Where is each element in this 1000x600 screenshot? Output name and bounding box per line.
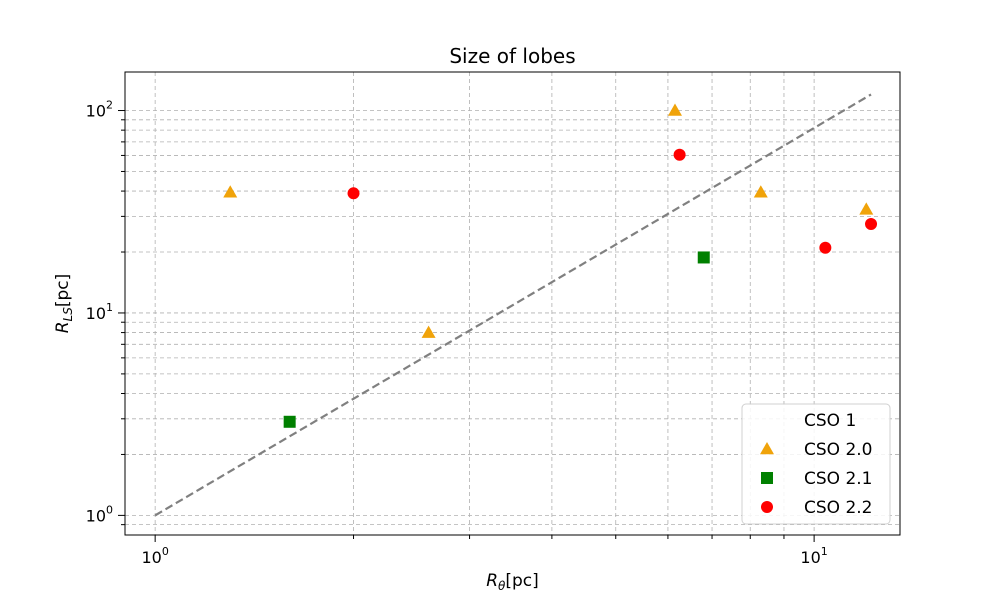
data-point	[865, 218, 878, 231]
legend-box	[741, 403, 891, 525]
data-point	[753, 185, 768, 198]
plot-frame	[124, 71, 901, 536]
data-point	[283, 415, 296, 428]
x-axis-label-unit: [pc]	[505, 571, 538, 591]
reference-line	[154, 93, 872, 517]
y-tick-label: 101	[86, 301, 113, 323]
legend-label: CSO 2.1	[804, 469, 872, 489]
y-axis-label: RLS[pc]	[53, 274, 75, 334]
x-axis-label: Rθ[pc]	[486, 571, 539, 593]
legend-marker	[761, 501, 773, 513]
data-point	[697, 251, 710, 264]
legend-marker	[760, 442, 774, 455]
data-point	[819, 241, 832, 254]
x-tick-label-base: 10	[141, 548, 161, 567]
y-tick-label-base: 10	[86, 102, 106, 121]
y-tick-label-base: 10	[86, 304, 106, 323]
chart-title: Size of lobes	[449, 44, 575, 68]
y-axis-label-subscript: LS	[61, 307, 75, 322]
y-tick-label-exponent: 0	[106, 503, 113, 516]
data-point	[667, 103, 682, 116]
legend-label: CSO 2.2	[804, 498, 872, 518]
data-point	[673, 148, 686, 161]
data-point	[347, 187, 360, 200]
x-tick-label: 101	[800, 545, 827, 567]
y-tick-label: 102	[86, 99, 113, 121]
data-point	[421, 325, 436, 338]
y-axis-label-unit: [pc]	[53, 274, 73, 307]
legend-marker	[761, 472, 773, 484]
y-tick-label: 100	[86, 503, 113, 525]
x-tick-label-exponent: 1	[821, 545, 828, 558]
y-tick-label-exponent: 2	[106, 99, 113, 112]
x-tick-label-exponent: 0	[162, 545, 169, 558]
data-point	[223, 185, 238, 198]
reference-line-layer	[154, 93, 872, 517]
x-tick-label: 100	[141, 545, 168, 567]
y-tick-label-exponent: 1	[106, 301, 113, 314]
x-axis-label-main: R	[486, 571, 498, 591]
y-axis-label-main: R	[53, 321, 73, 333]
legend: CSO 1 CSO 2.0 CSO 2.1 CSO 2.2	[741, 403, 891, 525]
data-points	[223, 103, 878, 428]
data-point	[859, 202, 874, 215]
legend-label: CSO 2.0	[804, 440, 872, 460]
y-tick-label-base: 10	[86, 506, 106, 525]
x-axis-label-subscript: θ	[498, 579, 506, 593]
legend-label: CSO 1	[804, 411, 856, 431]
x-tick-label-base: 10	[800, 548, 820, 567]
